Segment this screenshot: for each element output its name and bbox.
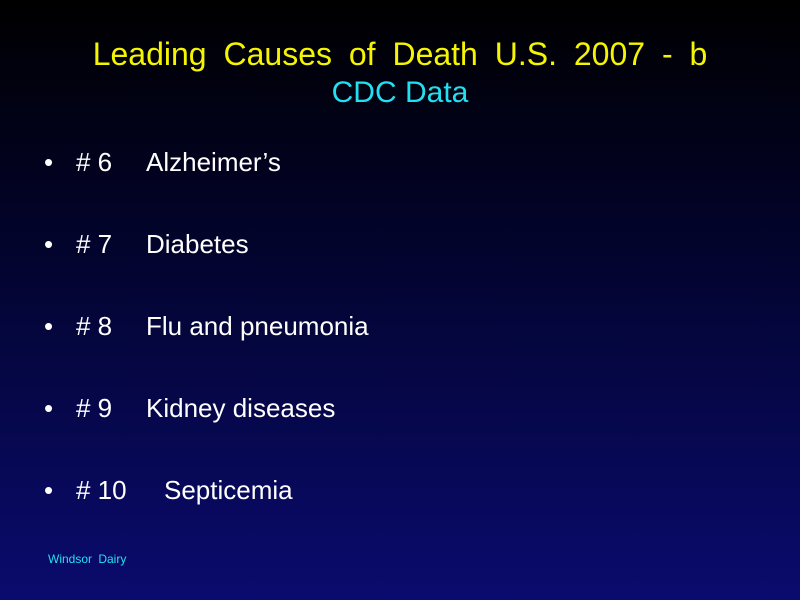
- rank-label: # 7: [76, 229, 113, 259]
- title-main: Leading Causes of Death U.S. 2007 - b: [92, 36, 708, 72]
- title-subtitle: CDC Data: [331, 76, 469, 109]
- list-item: • # 7 Diabetes: [44, 222, 369, 304]
- cause-label: Septicemia: [164, 475, 293, 505]
- list-item: • # 10 Septicemia: [44, 468, 369, 550]
- bullet-icon: •: [44, 393, 54, 423]
- bullet-list: • # 6 Alzheimer’s • # 7 Diabetes • # 8 Flu and…: [44, 140, 369, 550]
- cause-label: Kidney diseases: [146, 393, 336, 423]
- cause-label: Flu and pneumonia: [146, 311, 369, 341]
- rank-label: # 9: [76, 393, 113, 423]
- bullet-icon: •: [44, 229, 54, 259]
- bullet-icon: •: [44, 475, 54, 505]
- slide-title: Leading Causes of Death U.S. 2007 - b CD…: [0, 34, 800, 112]
- footer-credit: Windsor Dairy: [48, 552, 127, 566]
- list-item: • # 9 Kidney diseases: [44, 386, 369, 468]
- list-item: • # 6 Alzheimer’s: [44, 140, 369, 222]
- rank-label: # 8: [76, 311, 113, 341]
- list-item: • # 8 Flu and pneumonia: [44, 304, 369, 386]
- bullet-icon: •: [44, 147, 54, 177]
- cause-label: Alzheimer’s: [146, 147, 281, 177]
- bullet-icon: •: [44, 311, 54, 341]
- rank-label: # 6: [76, 147, 113, 177]
- rank-label: # 10: [76, 475, 127, 505]
- cause-label: Diabetes: [146, 229, 249, 259]
